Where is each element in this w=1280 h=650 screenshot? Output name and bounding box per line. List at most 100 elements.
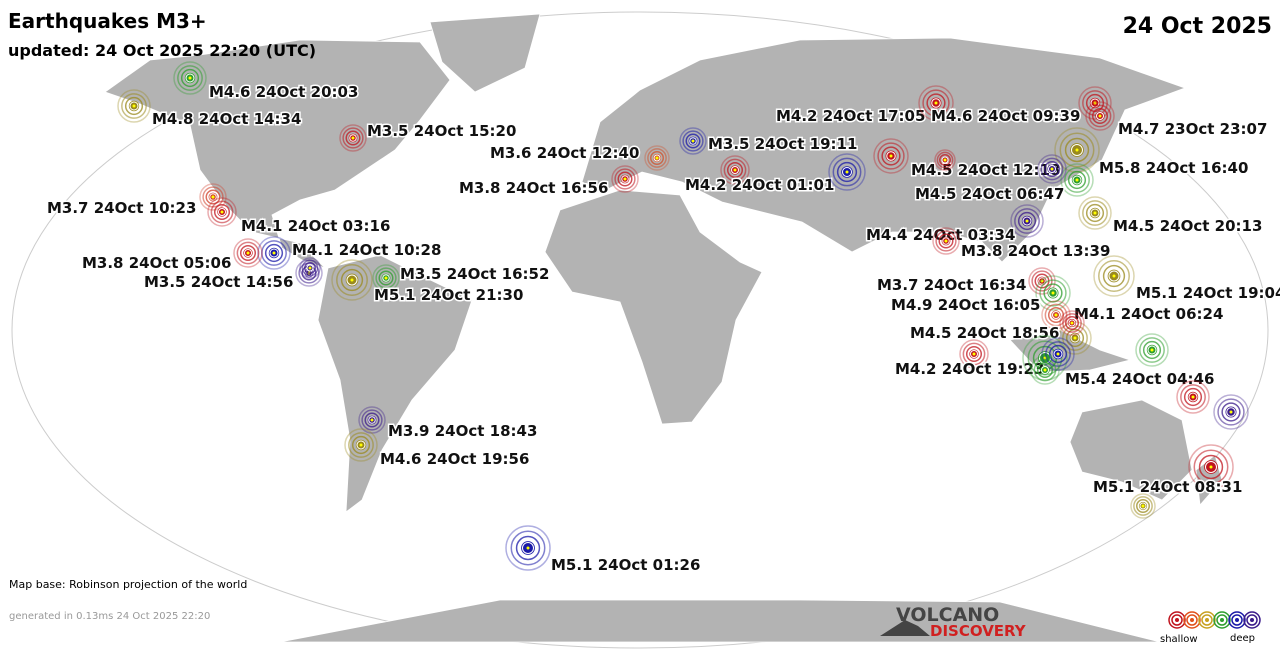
ring — [1059, 310, 1085, 336]
ring — [1193, 449, 1229, 485]
event-label: M5.1 24Oct 01:26 — [551, 556, 700, 574]
marker-center — [943, 158, 947, 162]
event-label: M4.8 24Oct 14:34 — [152, 110, 301, 128]
ring — [1036, 361, 1054, 379]
ring — [965, 345, 983, 363]
event-marker — [1035, 275, 1071, 311]
ring — [173, 61, 207, 95]
ring — [1035, 275, 1071, 311]
legend-ring — [1198, 611, 1216, 629]
marker-center — [1093, 211, 1097, 215]
event-marker — [233, 238, 263, 268]
ring — [939, 154, 951, 166]
ring — [210, 200, 234, 224]
event-label: M4.7 23Oct 23:07 — [1118, 120, 1267, 138]
legend-ring — [1171, 614, 1183, 626]
ring — [873, 138, 909, 174]
events: M4.6 24Oct 20:03 M4.8 24Oct 14:34 M3.5 24O… — [46, 61, 1280, 576]
ring — [264, 243, 284, 263]
ring — [1062, 313, 1082, 333]
ring — [959, 339, 989, 369]
ring — [836, 161, 858, 183]
ring — [1213, 394, 1249, 430]
ring — [1133, 496, 1153, 516]
marker-center — [1054, 313, 1058, 317]
ring — [207, 197, 237, 227]
logo-icon — [880, 620, 930, 636]
ring — [180, 68, 200, 88]
generated: generated in 0.13ms 24 Oct 2025 22:20 — [9, 611, 210, 622]
ring — [1014, 208, 1040, 234]
ring — [918, 85, 954, 121]
ring — [1082, 200, 1108, 226]
event-label: M5.1 24Oct 08:31 — [1093, 478, 1242, 496]
ring — [1045, 341, 1071, 367]
event-label: M4.6 24Oct 19:56 — [380, 450, 529, 468]
map-base: Map base: Robinson projection of the wor… — [9, 578, 247, 591]
ring — [1040, 157, 1064, 181]
ring — [650, 151, 664, 165]
logo-line1: VOLCANO — [896, 604, 999, 626]
event-label: M3.5 24Oct 15:20 — [367, 122, 516, 140]
legend-ring — [1168, 611, 1186, 629]
marker-center — [944, 239, 948, 243]
ring — [345, 130, 361, 146]
ring — [935, 230, 957, 252]
marker-center — [1070, 321, 1074, 325]
ring — [304, 262, 316, 274]
ring — [1062, 325, 1088, 351]
event-marker — [611, 165, 639, 193]
ring — [1093, 255, 1135, 297]
event-marker — [1135, 333, 1169, 367]
ring — [644, 145, 670, 171]
ring — [339, 124, 367, 152]
ring — [236, 241, 260, 265]
ring — [726, 161, 744, 179]
ring — [361, 409, 383, 431]
ring — [177, 65, 203, 91]
ring — [510, 530, 546, 566]
event-label: M3.5 24Oct 16:52 — [400, 265, 549, 283]
ring — [1059, 132, 1095, 168]
legend-dot — [1235, 618, 1239, 622]
marker-center — [188, 76, 192, 80]
ring — [233, 238, 263, 268]
event-marker — [372, 264, 400, 292]
marker-center — [1191, 395, 1195, 399]
event-label: M4.9 24Oct 16:05 — [891, 296, 1040, 314]
event-marker — [257, 236, 291, 270]
event-label: M5.8 24Oct 16:40 — [1099, 159, 1248, 177]
event-marker — [1078, 196, 1112, 230]
event-marker — [344, 428, 378, 462]
event-marker — [1085, 101, 1115, 131]
marker-center — [1075, 148, 1079, 152]
marker-center — [1150, 348, 1154, 352]
legend — [1168, 611, 1261, 629]
event-label: M4.2 24Oct 19:23 — [895, 360, 1044, 378]
event-marker — [1093, 255, 1135, 297]
ring — [1102, 264, 1126, 288]
ring — [723, 158, 747, 182]
event-label: M3.5 24Oct 19:11 — [708, 135, 857, 153]
event-label: M3.7 24Oct 16:34 — [877, 276, 1026, 294]
legend-dot — [1205, 618, 1209, 622]
ring — [340, 268, 364, 292]
ring — [1028, 267, 1056, 295]
ring — [877, 142, 905, 170]
marker-center — [1098, 114, 1102, 118]
event-marker — [932, 227, 960, 255]
event-label: M4.2 24Oct 17:05 — [776, 107, 925, 125]
ring — [685, 133, 701, 149]
ring — [1017, 211, 1037, 231]
marker-center — [1229, 410, 1233, 414]
ring — [1217, 398, 1245, 426]
legend-ring — [1228, 611, 1246, 629]
marker-center — [272, 251, 276, 255]
ring — [1037, 154, 1067, 184]
legend-dot — [1250, 618, 1254, 622]
marker-center — [1050, 167, 1054, 171]
ring — [299, 257, 321, 279]
ring — [1031, 270, 1053, 292]
ring — [375, 267, 397, 289]
